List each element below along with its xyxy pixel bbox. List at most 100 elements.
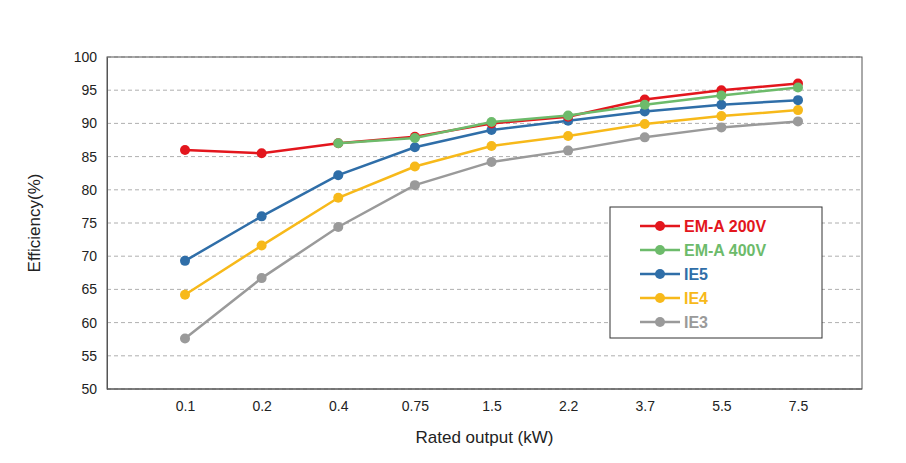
- series-marker: [410, 133, 420, 143]
- series-marker: [257, 148, 267, 158]
- series-marker: [716, 91, 726, 101]
- series-marker: [180, 290, 190, 300]
- y-tick-label: 85: [81, 149, 97, 165]
- grid-line: [107, 156, 862, 157]
- series-marker: [563, 146, 573, 156]
- y-tick: 100: [74, 49, 107, 65]
- y-tick-label: 95: [81, 82, 97, 98]
- series-marker: [410, 180, 420, 190]
- x-tick: 3.7: [636, 389, 656, 414]
- legend-box: [610, 207, 822, 338]
- series-marker: [180, 256, 190, 266]
- series-marker: [793, 105, 803, 115]
- legend-marker: [655, 245, 665, 255]
- series-marker: [640, 119, 650, 129]
- chart: 50 55 60 65 70 75 80 85 90 95 100 0.1 0.2 0.4 0.75 1.5 2…: [0, 0, 906, 463]
- y-tick-label: 60: [81, 315, 97, 331]
- grid: [107, 57, 862, 389]
- series-marker: [257, 273, 267, 283]
- legend-label: IE3: [684, 314, 708, 331]
- x-tick-label: 7.5: [789, 398, 809, 414]
- series-marker: [793, 83, 803, 93]
- y-tick-label: 50: [81, 381, 97, 397]
- x-tick-label: 2.2: [559, 398, 579, 414]
- grid-line: [107, 189, 862, 190]
- y-axis-title: Efficiency(%): [25, 174, 44, 273]
- x-tick: 2.2: [559, 389, 579, 414]
- series-marker: [410, 162, 420, 172]
- series-marker: [716, 111, 726, 121]
- y-tick-label: 90: [81, 115, 97, 131]
- y-tick-label: 80: [81, 182, 97, 198]
- x-axis: 0.1 0.2 0.4 0.75 1.5 2.2 3.7 5.5 7.5: [107, 389, 862, 414]
- x-tick-label: 0.75: [402, 398, 429, 414]
- series-marker: [180, 145, 190, 155]
- grid-line: [107, 389, 862, 390]
- series-marker: [487, 157, 497, 167]
- x-tick: 0.2: [252, 389, 272, 414]
- series-line: [185, 110, 798, 295]
- x-tick-label: 0.4: [329, 398, 349, 414]
- series-marker: [333, 138, 343, 148]
- legend-marker: [655, 269, 665, 279]
- legend-marker: [655, 317, 665, 327]
- series-marker: [257, 211, 267, 221]
- series-marker: [640, 100, 650, 110]
- legend: EM-A 200V EM-A 400V IE5 IE4 IE3: [610, 207, 822, 338]
- x-tick-label: 0.2: [252, 398, 272, 414]
- series-line: [185, 84, 798, 154]
- legend-label: IE5: [684, 266, 708, 283]
- x-tick-label: 3.7: [636, 398, 656, 414]
- series-marker: [793, 95, 803, 105]
- series-marker: [793, 116, 803, 126]
- grid-line: [107, 90, 862, 91]
- series-marker: [257, 241, 267, 251]
- x-axis-title: Rated output (kW): [416, 428, 554, 447]
- series-marker: [716, 122, 726, 132]
- series-marker: [333, 138, 343, 148]
- x-tick-label: 0.1: [176, 398, 196, 414]
- series-marker: [180, 334, 190, 344]
- series-marker: [487, 141, 497, 151]
- y-tick: 90: [81, 115, 107, 131]
- series-marker: [333, 170, 343, 180]
- series-marker: [333, 193, 343, 203]
- series-marker: [563, 131, 573, 141]
- legend-label: EM-A 200V: [684, 218, 766, 235]
- x-tick: 0.4: [329, 389, 349, 414]
- x-tick: 7.5: [789, 389, 809, 414]
- y-tick: 75: [81, 215, 107, 231]
- series-marker: [640, 132, 650, 142]
- series-line: [185, 121, 798, 338]
- y-tick-label: 75: [81, 215, 97, 231]
- series-marker: [333, 222, 343, 232]
- y-tick: 60: [81, 315, 107, 331]
- y-tick: 50: [81, 381, 107, 397]
- legend-marker: [655, 293, 665, 303]
- series: [333, 83, 803, 149]
- plot-frame: [107, 57, 862, 389]
- y-tick: 85: [81, 149, 107, 165]
- series-marker: [563, 110, 573, 120]
- series-marker: [716, 100, 726, 110]
- legend-label: EM-A 400V: [684, 242, 766, 259]
- y-tick: 80: [81, 182, 107, 198]
- x-tick: 0.1: [176, 389, 196, 414]
- legend-label: IE4: [684, 290, 708, 307]
- y-axis: 50 55 60 65 70 75 80 85 90 95 100: [74, 49, 108, 397]
- series-line: [338, 88, 798, 144]
- y-tick: 95: [81, 82, 107, 98]
- x-tick-label: 1.5: [482, 398, 502, 414]
- x-tick-label: 5.5: [712, 398, 732, 414]
- y-tick-label: 55: [81, 348, 97, 364]
- x-axis-line: [107, 389, 862, 390]
- y-tick-label: 65: [81, 281, 97, 297]
- y-tick-label: 100: [74, 49, 98, 65]
- y-tick: 70: [81, 248, 107, 264]
- x-tick: 1.5: [482, 389, 502, 414]
- legend-marker: [655, 221, 665, 231]
- y-tick: 55: [81, 348, 107, 364]
- y-tick: 65: [81, 281, 107, 297]
- x-tick: 0.75: [402, 389, 429, 414]
- x-tick: 5.5: [712, 389, 732, 414]
